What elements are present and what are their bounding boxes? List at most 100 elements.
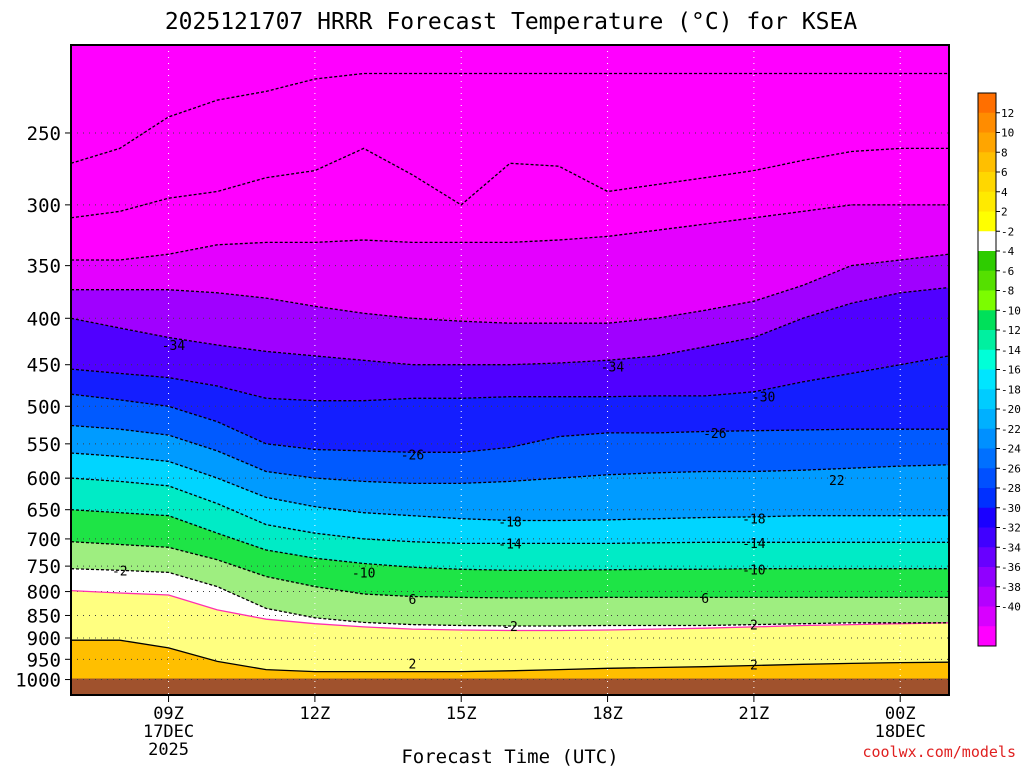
colorbar-swatch — [978, 330, 996, 351]
ground-surface — [71, 678, 949, 695]
colorbar-swatch — [978, 586, 996, 607]
temperature-band — [71, 204, 949, 324]
y-tick-label: 700 — [27, 529, 61, 551]
x-tick-label: 18DEC — [875, 722, 926, 742]
colorbar-label: -6 — [1001, 265, 1014, 278]
colorbar-label: -28 — [1001, 482, 1021, 495]
isotherm--42 — [71, 204, 949, 261]
colorbar-label: 8 — [1001, 146, 1008, 159]
colorbar-swatch — [978, 231, 996, 252]
temperature-band — [71, 478, 949, 571]
isotherm-label: -30 — [752, 391, 775, 406]
band-top — [71, 45, 949, 164]
colorbar-label: -22 — [1001, 423, 1021, 436]
colorbar-swatch — [978, 428, 996, 449]
x-tick-label: 17DEC — [143, 722, 194, 742]
temperature-band — [71, 148, 949, 260]
isotherm-label: 2 — [750, 619, 758, 634]
y-tick-label: 950 — [27, 649, 61, 671]
colorbar-label: -20 — [1001, 403, 1021, 416]
isotherm-label: -10 — [352, 566, 375, 581]
x-tick-label: 09Z — [153, 704, 184, 724]
colorbar-label: -4 — [1001, 245, 1015, 258]
temperature-band — [71, 568, 949, 631]
temperature-band — [71, 287, 949, 401]
x-tick-label: 15Z — [446, 704, 477, 724]
colorbar-label: 10 — [1001, 127, 1014, 140]
temperature-band — [71, 541, 949, 626]
isotherm-label: -2 — [112, 564, 128, 579]
isotherm--26 — [71, 393, 949, 453]
colorbar-swatch — [978, 468, 996, 489]
colorbar-swatch — [978, 251, 996, 272]
colorbar-swatch — [978, 132, 996, 153]
y-tick-label: 350 — [27, 256, 61, 278]
y-tick-label: 500 — [27, 396, 61, 418]
isotherm-label: -10 — [742, 563, 765, 578]
colorbar-swatch — [978, 172, 996, 193]
colorbar-label: -16 — [1001, 364, 1021, 377]
plot-grid — [71, 45, 949, 695]
colorbar-swatch — [978, 211, 996, 232]
temperature-band — [71, 509, 949, 598]
isotherm--46 — [71, 147, 949, 219]
isotherm-label: 2 — [409, 657, 417, 672]
colorbar-swatch — [978, 448, 996, 469]
colorbar-label: -12 — [1001, 324, 1021, 337]
isotherm-0 — [71, 589, 949, 632]
colorbar-swatch — [978, 93, 996, 114]
colorbar-label: -26 — [1001, 462, 1021, 475]
colorbar-label: -36 — [1001, 561, 1021, 574]
colorbar-label: 12 — [1001, 107, 1014, 120]
colorbar-label: 6 — [1001, 166, 1008, 179]
y-tick-label: 300 — [27, 195, 61, 217]
isotherm--2 — [71, 568, 949, 627]
y-tick-label: 400 — [27, 308, 61, 330]
temperature-fill — [71, 45, 949, 695]
colorbar-label: -34 — [1001, 541, 1021, 554]
isotherm--10 — [71, 509, 949, 571]
x-tick-label: 18Z — [592, 704, 623, 724]
isotherm--30 — [71, 355, 949, 402]
colorbar-swatch — [978, 152, 996, 173]
x-tick-label: 00Z — [885, 704, 916, 724]
x-tick-label: 21Z — [739, 704, 770, 724]
colorbar-swatch — [978, 270, 996, 291]
y-axis: 2503003504004505005506006507007508008509… — [15, 123, 71, 692]
isotherm-label: 6 — [701, 592, 709, 607]
y-tick-label: 900 — [27, 628, 61, 650]
temperature-band — [71, 254, 949, 365]
colorbar-label: 4 — [1001, 186, 1008, 199]
isotherm-label: -34 — [162, 339, 186, 354]
colorbar-label: -32 — [1001, 522, 1021, 535]
colorbar-label: -40 — [1001, 601, 1021, 614]
isotherm-label: 2 — [750, 659, 758, 674]
isotherm-label: 6 — [409, 593, 417, 608]
isotherm-label: -14 — [742, 537, 766, 552]
colorbar-label: -24 — [1001, 443, 1021, 456]
isotherm-label: -34 — [601, 360, 625, 375]
y-tick-label: 800 — [27, 582, 61, 604]
colorbar-label: -10 — [1001, 304, 1021, 317]
y-tick-label: 750 — [27, 556, 61, 578]
y-tick-label: 250 — [27, 123, 61, 145]
y-tick-label: 650 — [27, 500, 61, 522]
x-axis-label: Forecast Time (UTC) — [401, 746, 618, 768]
colorbar-swatch — [978, 547, 996, 568]
temperature-band — [71, 355, 949, 453]
plot-frame — [70, 44, 950, 696]
temperature-band — [71, 394, 949, 484]
isotherm--38 — [71, 253, 949, 324]
colorbar-swatch — [978, 369, 996, 390]
colorbar-swatch — [978, 349, 996, 370]
isotherm--34 — [71, 286, 949, 366]
isotherm--50 — [71, 72, 949, 164]
temperature-band — [71, 453, 949, 544]
colorbar-swatch — [978, 290, 996, 311]
colorbar-swatch — [978, 409, 996, 430]
isotherm-2 — [71, 639, 949, 673]
isotherm-label: -18 — [498, 516, 521, 531]
isotherm-label: 22 — [829, 474, 845, 489]
